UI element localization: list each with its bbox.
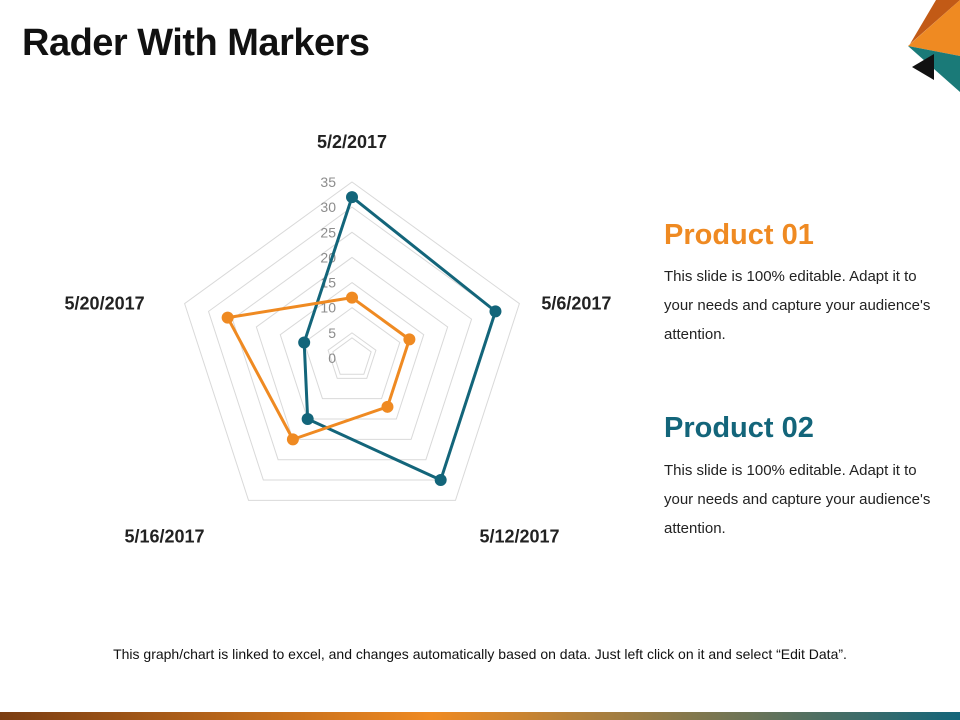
tick-label: 10	[320, 300, 336, 316]
series-line-2	[226, 296, 411, 441]
tick-label: 0	[328, 350, 336, 366]
series-2-marker	[346, 291, 358, 304]
category-label: 5/2/2017	[317, 132, 387, 152]
series-1-marker	[298, 336, 311, 349]
tick-label: 35	[320, 174, 336, 190]
series-2-marker	[286, 433, 299, 446]
tick-label: 30	[320, 199, 336, 215]
series-2-marker	[381, 400, 394, 413]
back-arrow-icon	[912, 54, 934, 80]
series-1-marker	[346, 191, 358, 204]
series-2-marker	[221, 311, 234, 324]
series-1-marker	[434, 474, 447, 487]
grid-ring-inner	[332, 337, 372, 375]
corner-decoration	[908, 0, 960, 92]
category-label: 5/6/2017	[541, 294, 611, 314]
grid-ring	[303, 307, 401, 400]
product-02-heading: Product 02	[664, 412, 814, 444]
product-01-heading: Product 01	[664, 219, 814, 251]
category-label: 5/16/2017	[124, 526, 204, 546]
product-02-description: This slide is 100% editable. Adapt it to…	[664, 462, 931, 537]
tick-label: 25	[320, 224, 336, 240]
category-label: 5/12/2017	[479, 526, 559, 546]
category-label: 5/20/2017	[65, 294, 145, 314]
slide-title: Rader With Markers	[22, 22, 370, 64]
series-1-marker	[301, 413, 314, 426]
grid-ring	[184, 181, 520, 501]
series-2-marker	[403, 333, 416, 346]
bottom-accent-bar	[0, 712, 960, 720]
series-line-1	[302, 195, 497, 482]
product-01-description: This slide is 100% editable. Adapt it to…	[664, 268, 931, 343]
tick-label: 5	[328, 325, 336, 341]
grid-ring	[327, 332, 377, 379]
series-1-marker	[489, 305, 502, 318]
footer-note: This graph/chart is linked to excel, and…	[113, 646, 847, 662]
grid-ring	[231, 231, 473, 461]
